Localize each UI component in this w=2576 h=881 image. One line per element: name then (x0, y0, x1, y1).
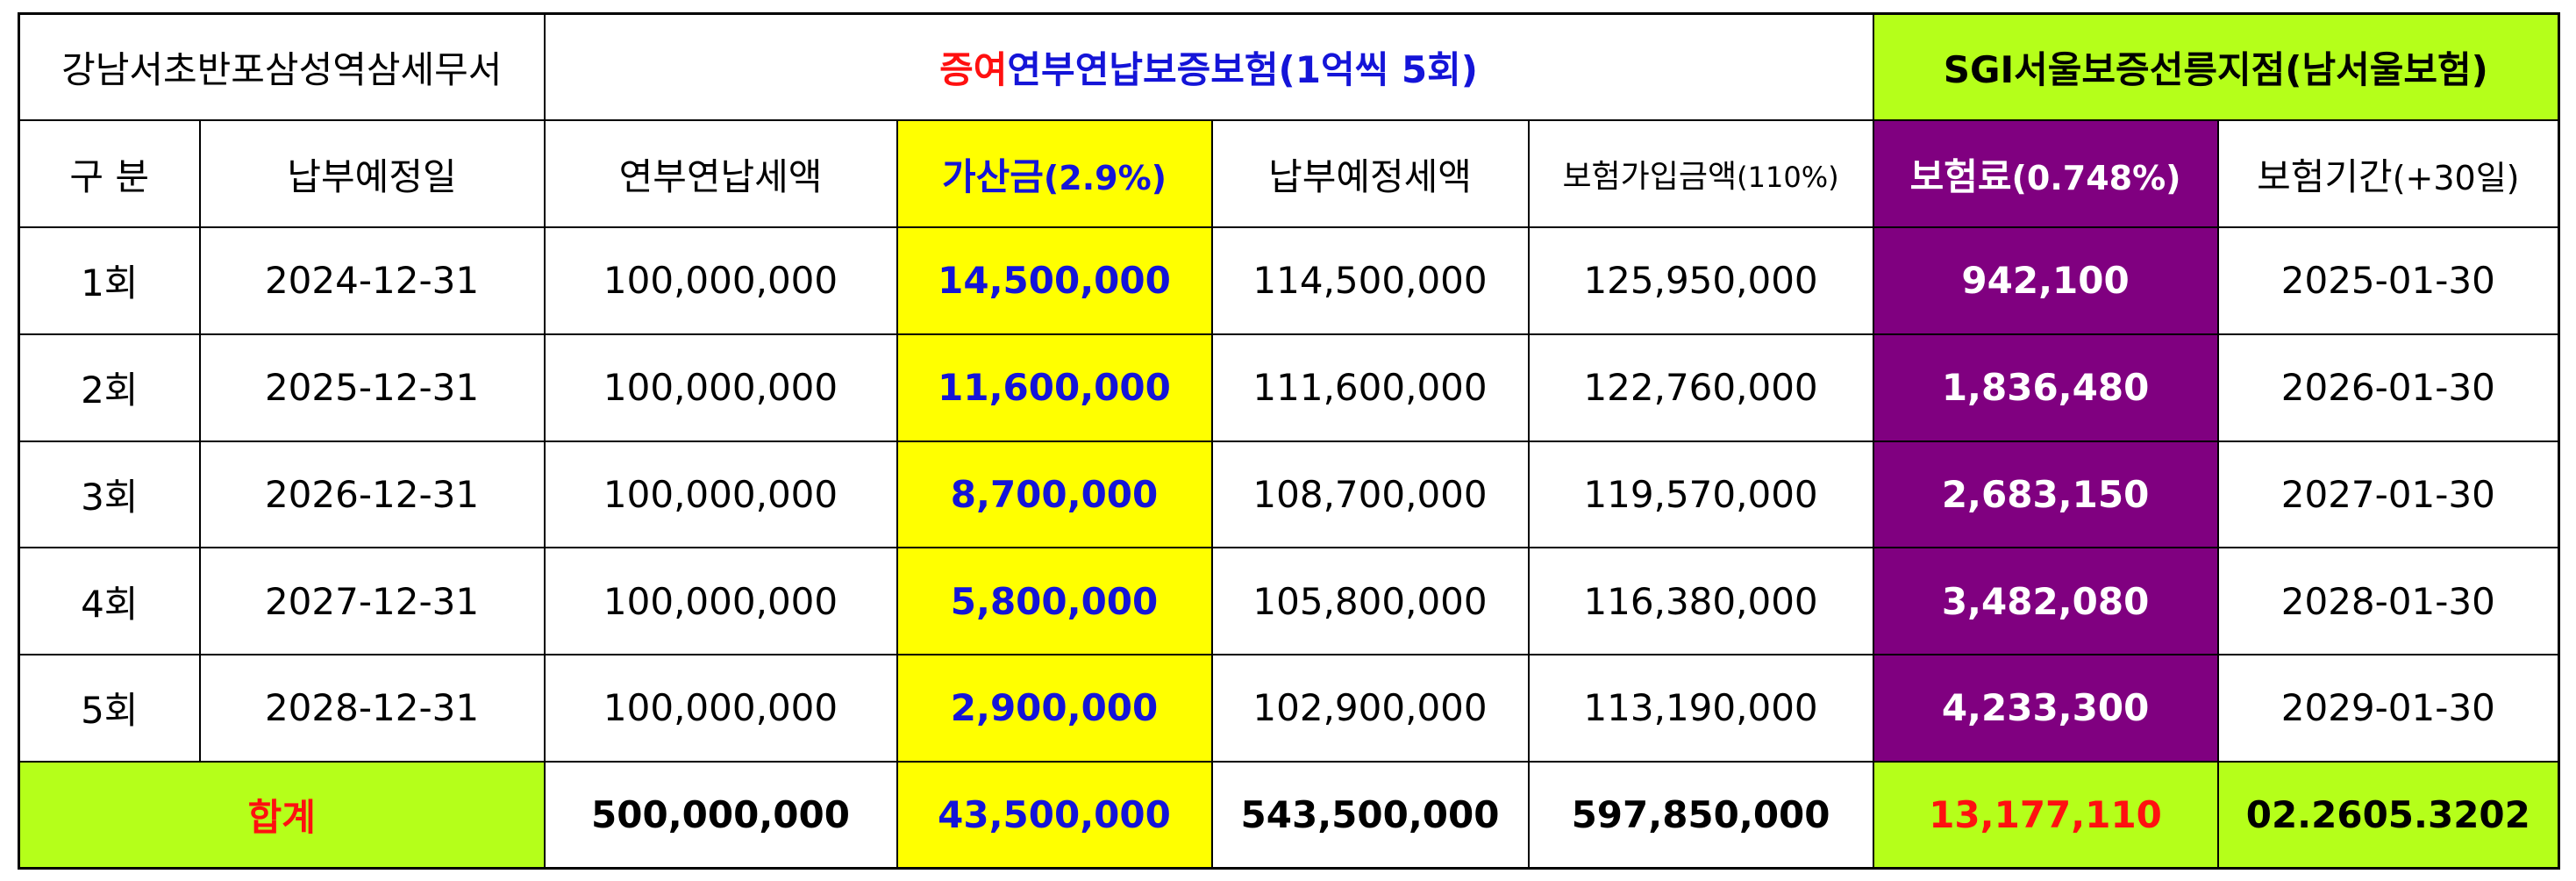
cell-insured-amount: 119,570,000 (1527, 440, 1874, 549)
cell-period: 2029-01-30 (2216, 654, 2560, 763)
col-header-gubun: 구 분 (18, 119, 201, 228)
cell-insured-amount: 122,760,000 (1527, 333, 1874, 442)
cell-due-date: 2028-12-31 (198, 654, 546, 763)
cell-scheduled-tax: 114,500,000 (1210, 226, 1530, 335)
period-label: 보험기간 (2257, 154, 2393, 198)
cell-period: 2025-01-30 (2216, 226, 2560, 335)
table-row: 2회 2025-12-31 100,000,000 11,600,000 111… (18, 333, 2560, 442)
total-installment-tax: 500,000,000 (543, 760, 898, 870)
insured-rate: (110%) (1737, 161, 1839, 195)
total-surcharge: 43,500,000 (896, 760, 1213, 870)
cell-period: 2027-01-30 (2216, 440, 2560, 549)
col-header-insured-amount: 보험가입금액(110%) (1527, 119, 1874, 228)
cell-installment-tax: 100,000,000 (543, 440, 898, 549)
cell-due-date: 2024-12-31 (198, 226, 546, 335)
surcharge-rate: (2.9%) (1043, 158, 1167, 197)
cell-due-date: 2027-12-31 (198, 547, 546, 655)
cell-installment-tax: 100,000,000 (543, 226, 898, 335)
cell-scheduled-tax: 105,800,000 (1210, 547, 1530, 655)
cell-installment-tax: 100,000,000 (543, 333, 898, 442)
cell-due-date: 2026-12-31 (198, 440, 546, 549)
main-title-insurance: 연부연납보증보험(1억씩 5회) (1007, 48, 1478, 92)
total-scheduled-tax: 543,500,000 (1210, 760, 1530, 870)
cell-installment-tax: 100,000,000 (543, 547, 898, 655)
col-header-due-date: 납부예정일 (198, 119, 546, 228)
total-insured-amount: 597,850,000 (1527, 760, 1874, 870)
cell-round: 5회 (18, 654, 201, 763)
surcharge-label: 가산금 (941, 154, 1044, 198)
cell-scheduled-tax: 108,700,000 (1210, 440, 1530, 549)
cell-due-date: 2025-12-31 (198, 333, 546, 442)
col-header-installment-tax: 연부연납세액 (543, 119, 898, 228)
col-header-scheduled-tax: 납부예정세액 (1210, 119, 1530, 228)
premium-label: 보험료 (1909, 154, 2012, 198)
table-row: 3회 2026-12-31 100,000,000 8,700,000 108,… (18, 440, 2560, 549)
installment-insurance-table: 강남서초반포삼성역삼세무서 증여연부연납보증보험(1억씩 5회) SGI서울보증… (18, 12, 2561, 870)
cell-premium: 3,482,080 (1872, 547, 2219, 655)
cell-premium: 1,836,480 (1872, 333, 2219, 442)
cell-premium: 4,233,300 (1872, 654, 2219, 763)
cell-surcharge: 5,800,000 (896, 547, 1213, 655)
totals-label: 합계 (18, 760, 546, 870)
cell-scheduled-tax: 111,600,000 (1210, 333, 1530, 442)
cell-round: 2회 (18, 333, 201, 442)
totals-row: 합계 500,000,000 43,500,000 543,500,000 59… (18, 760, 2560, 870)
insured-label: 보험가입금액 (1562, 159, 1738, 196)
cell-insured-amount: 116,380,000 (1527, 547, 1874, 655)
col-header-period: 보험기간(+30일) (2216, 119, 2560, 228)
title-row: 강남서초반포삼성역삼세무서 증여연부연납보증보험(1억씩 5회) SGI서울보증… (18, 12, 2560, 122)
cell-surcharge: 14,500,000 (896, 226, 1213, 335)
col-header-surcharge: 가산금(2.9%) (896, 119, 1213, 228)
column-header-row: 구 분 납부예정일 연부연납세액 가산금(2.9%) 납부예정세액 보험가입금액… (18, 119, 2560, 228)
cell-surcharge: 8,700,000 (896, 440, 1213, 549)
cell-scheduled-tax: 102,900,000 (1210, 654, 1530, 763)
cell-period: 2026-01-30 (2216, 333, 2560, 442)
main-title: 증여연부연납보증보험(1억씩 5회) (543, 12, 1874, 122)
cell-round: 3회 (18, 440, 201, 549)
table-row: 4회 2027-12-31 100,000,000 5,800,000 105,… (18, 547, 2560, 655)
cell-premium: 2,683,150 (1872, 440, 2219, 549)
cell-insured-amount: 125,950,000 (1527, 226, 1874, 335)
premium-rate: (0.748%) (2011, 158, 2181, 197)
sgi-branch-title: SGI서울보증선릉지점(남서울보험) (1872, 12, 2560, 122)
main-title-gift: 증여 (939, 48, 1008, 92)
col-header-premium: 보험료(0.748%) (1872, 119, 2219, 228)
cell-surcharge: 11,600,000 (896, 333, 1213, 442)
cell-round: 1회 (18, 226, 201, 335)
table-row: 5회 2028-12-31 100,000,000 2,900,000 102,… (18, 654, 2560, 763)
cell-premium: 942,100 (1872, 226, 2219, 335)
tax-office-title: 강남서초반포삼성역삼세무서 (18, 12, 546, 122)
period-note: (+30일) (2392, 158, 2520, 197)
cell-round: 4회 (18, 547, 201, 655)
table-row: 1회 2024-12-31 100,000,000 14,500,000 114… (18, 226, 2560, 335)
cell-surcharge: 2,900,000 (896, 654, 1213, 763)
total-premium: 13,177,110 (1872, 760, 2219, 870)
contact-phone: 02.2605.3202 (2216, 760, 2560, 870)
cell-insured-amount: 113,190,000 (1527, 654, 1874, 763)
cell-period: 2028-01-30 (2216, 547, 2560, 655)
cell-installment-tax: 100,000,000 (543, 654, 898, 763)
